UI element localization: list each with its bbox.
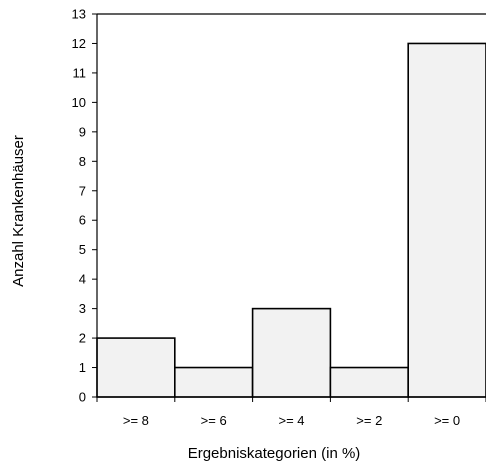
y-tick-label-9: 9 [79, 124, 86, 139]
x-tick-label-2: >= 4 [278, 413, 304, 428]
y-tick-label-5: 5 [79, 242, 86, 257]
y-tick-label-7: 7 [79, 183, 86, 198]
y-axis-title: Anzahl Krankenhäuser [10, 135, 27, 287]
y-tick-label-13: 13 [72, 7, 86, 22]
bar-2 [251, 307, 332, 398]
y-tick-label-1: 1 [79, 360, 86, 375]
y-tick-label-8: 8 [79, 154, 86, 169]
x-tick-label-1: >= 6 [201, 413, 227, 428]
y-tick-label-12: 12 [72, 36, 86, 51]
y-tick-label-2: 2 [79, 331, 86, 346]
bar-3 [329, 366, 409, 398]
bar-0 [96, 337, 176, 398]
y-tick-label-10: 10 [72, 95, 86, 110]
y-tick-label-0: 0 [79, 390, 86, 405]
x-tick-label-3: >= 2 [356, 413, 382, 428]
x-tick-label-4: >= 0 [434, 413, 460, 428]
bars-layer [96, 42, 486, 398]
y-tick-label-11: 11 [73, 65, 87, 80]
x-axis-title: Ergebniskategorien (in %) [188, 445, 361, 462]
bar-1 [174, 366, 254, 398]
y-tick-label-4: 4 [79, 272, 86, 287]
x-tick-label-0: >= 8 [123, 413, 149, 428]
y-tick-label-3: 3 [79, 301, 86, 316]
axes-layer [92, 13, 486, 402]
bar-4 [407, 42, 486, 398]
y-tick-label-6: 6 [79, 213, 86, 228]
